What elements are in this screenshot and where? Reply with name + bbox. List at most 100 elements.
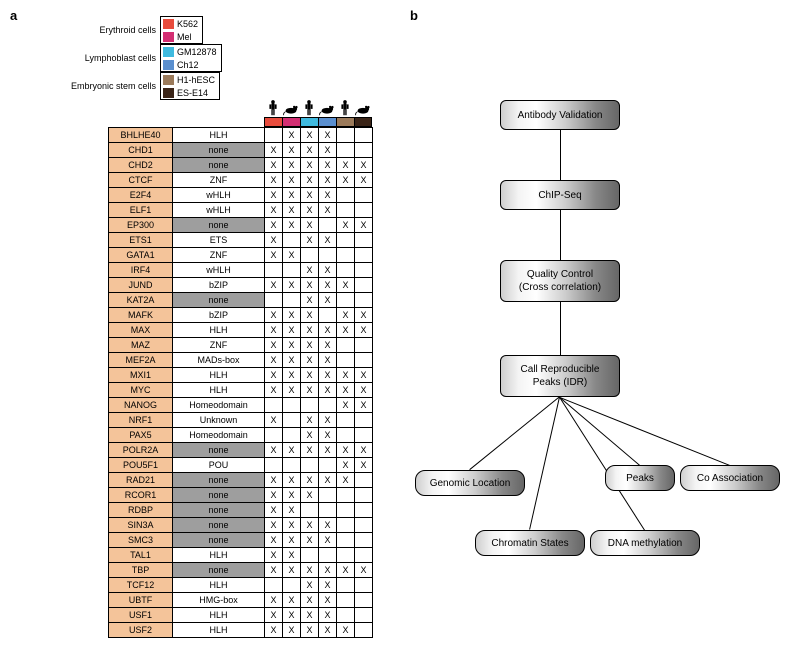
table-row: MEF2AMADs-boxXXXX: [109, 353, 373, 368]
table-row: ELF1wHLHXXXX: [109, 203, 373, 218]
table-row: USF1HLHXXXX: [109, 608, 373, 623]
domain-name: HLH: [173, 623, 265, 638]
presence-cell: X: [319, 593, 337, 608]
presence-cell: [337, 203, 355, 218]
presence-cell: [355, 413, 373, 428]
presence-cell: X: [337, 218, 355, 233]
legend-item-label: K562: [177, 19, 198, 29]
gene-name: JUND: [109, 278, 173, 293]
legend-item-label: GM12878: [177, 47, 217, 57]
presence-cell: [283, 428, 301, 443]
presence-cell: [319, 248, 337, 263]
presence-cell: X: [283, 593, 301, 608]
presence-cell: X: [283, 518, 301, 533]
presence-cell: [319, 218, 337, 233]
presence-cell: X: [319, 428, 337, 443]
presence-cell: [337, 188, 355, 203]
presence-cell: [265, 398, 283, 413]
presence-cell: X: [301, 473, 319, 488]
presence-cell: [355, 518, 373, 533]
legend-group-label: Erythroid cells: [60, 25, 160, 35]
domain-name: HLH: [173, 383, 265, 398]
presence-cell: [337, 518, 355, 533]
presence-cell: [355, 143, 373, 158]
presence-cell: X: [283, 623, 301, 638]
gene-name: NANOG: [109, 398, 173, 413]
table-row: GATA1ZNFXX: [109, 248, 373, 263]
gene-name: ELF1: [109, 203, 173, 218]
presence-cell: [337, 248, 355, 263]
domain-name: HLH: [173, 578, 265, 593]
presence-cell: [355, 548, 373, 563]
presence-cell: X: [265, 173, 283, 188]
presence-cell: X: [301, 608, 319, 623]
gene-name: PAX5: [109, 428, 173, 443]
presence-cell: [355, 593, 373, 608]
legend-swatch: [163, 75, 174, 85]
presence-cell: [283, 398, 301, 413]
table-row: MAFKbZIPXXXXX: [109, 308, 373, 323]
domain-name: none: [173, 488, 265, 503]
gene-name: MEF2A: [109, 353, 173, 368]
presence-cell: X: [355, 443, 373, 458]
legend-swatch: [163, 88, 174, 98]
presence-cell: X: [283, 608, 301, 623]
presence-cell: X: [319, 383, 337, 398]
domain-name: MADs-box: [173, 353, 265, 368]
table-row: RDBPnoneXX: [109, 503, 373, 518]
presence-cell: X: [265, 368, 283, 383]
presence-cell: X: [337, 458, 355, 473]
table-row: MAXHLHXXXXXX: [109, 323, 373, 338]
presence-cell: X: [319, 278, 337, 293]
domain-name: wHLH: [173, 263, 265, 278]
table-row: PAX5HomeodomainXX: [109, 428, 373, 443]
presence-cell: X: [319, 293, 337, 308]
presence-cell: X: [355, 458, 373, 473]
presence-cell: X: [265, 338, 283, 353]
domain-name: POU: [173, 458, 265, 473]
legend-item-label: ES-E14: [177, 88, 208, 98]
presence-cell: [319, 503, 337, 518]
presence-cell: X: [265, 353, 283, 368]
human-icon: [264, 99, 282, 117]
presence-cell: X: [283, 323, 301, 338]
presence-cell: X: [337, 308, 355, 323]
legend-swatch: [163, 60, 174, 70]
cell-type-legend: Erythroid cells K562 Mel Lymphoblast cel…: [60, 16, 222, 100]
presence-cell: X: [265, 158, 283, 173]
presence-cell: X: [265, 593, 283, 608]
domain-name: wHLH: [173, 203, 265, 218]
gene-name: IRF4: [109, 263, 173, 278]
domain-name: none: [173, 473, 265, 488]
presence-cell: X: [301, 323, 319, 338]
presence-cell: X: [283, 188, 301, 203]
presence-cell: X: [319, 608, 337, 623]
table-row: TAL1HLHXX: [109, 548, 373, 563]
domain-name: none: [173, 443, 265, 458]
presence-cell: X: [337, 563, 355, 578]
presence-cell: X: [319, 173, 337, 188]
presence-cell: [355, 353, 373, 368]
presence-cell: X: [319, 323, 337, 338]
presence-cell: X: [265, 518, 283, 533]
presence-cell: X: [337, 443, 355, 458]
gene-name: USF1: [109, 608, 173, 623]
column-color: [300, 117, 318, 127]
presence-cell: X: [319, 368, 337, 383]
presence-cell: X: [319, 338, 337, 353]
gene-name: EP300: [109, 218, 173, 233]
panel-a-label: a: [10, 8, 17, 23]
table-row: CHD2noneXXXXXX: [109, 158, 373, 173]
presence-cell: X: [301, 188, 319, 203]
legend-group-label: Lymphoblast cells: [60, 53, 160, 63]
flow-node: Antibody Validation: [500, 100, 620, 130]
presence-cell: X: [301, 158, 319, 173]
table-row: MYCHLHXXXXXX: [109, 383, 373, 398]
presence-cell: X: [319, 623, 337, 638]
presence-cell: X: [283, 368, 301, 383]
presence-cell: X: [265, 308, 283, 323]
table-row: CHD1noneXXXX: [109, 143, 373, 158]
legend-item-label: H1-hESC: [177, 75, 215, 85]
presence-cell: X: [265, 488, 283, 503]
column-color: [354, 117, 372, 127]
